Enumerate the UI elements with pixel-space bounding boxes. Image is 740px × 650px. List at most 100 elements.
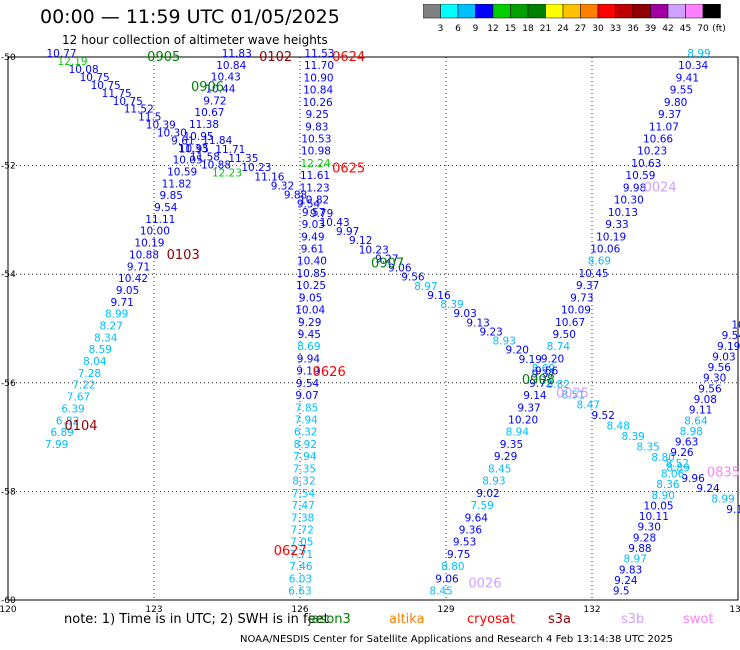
wave-height-value: 10.44 (205, 84, 235, 96)
wave-height-value: 6.63 (288, 586, 311, 598)
pass-time-label: 0025 (556, 387, 589, 402)
wave-height-value: 7.94 (294, 415, 318, 427)
wave-height-value: 9.30 (638, 522, 661, 534)
legend-tick-label: 9 (473, 24, 479, 34)
wave-height-value: 8.92 (294, 439, 317, 451)
wave-height-value: 10.59 (625, 170, 655, 182)
wave-height-value: 9.06 (435, 573, 459, 585)
wave-height-value: 9.24 (614, 575, 638, 587)
wave-height-value: 10.75 (113, 96, 143, 108)
wave-height-value: 8.32 (292, 476, 315, 488)
wave-height-value: 9.64 (465, 512, 489, 524)
wave-height-value: 9.06 (388, 263, 412, 275)
wave-height-value: 11.70 (304, 60, 334, 72)
wave-height-value: 8.97 (624, 554, 647, 566)
wave-height-value: 11.61 (300, 170, 330, 182)
pass-time-label: 0907 (371, 256, 404, 271)
legend-tick-label: 21 (540, 24, 551, 34)
wave-height-value: 7.47 (291, 500, 314, 512)
wave-height-value: 10.40 (297, 256, 327, 268)
y-tick-label: -60 (1, 596, 16, 606)
wave-height-value: 9.54 (296, 378, 320, 390)
wave-height-value: 9.37 (576, 280, 599, 292)
wave-height-value: 8.39 (621, 431, 644, 443)
legend-tick-label: 70 (697, 24, 709, 34)
legend-tick-label: 3 (438, 24, 444, 34)
wave-height-value: 10.05 (173, 155, 203, 167)
wave-height-value: 8.52 (666, 458, 689, 470)
wave-height-value: 7.71 (290, 549, 313, 561)
wave-height-value: 9.56 (698, 383, 722, 395)
satellite-legend-s3a: s3a (548, 612, 572, 627)
wave-height-value: 9.83 (305, 121, 328, 133)
wave-height-value: 8.35 (636, 441, 659, 453)
legend-tick-label: 33 (610, 24, 621, 34)
wave-height-value: 11.83 (222, 48, 252, 60)
wave-height-value: 9.85 (160, 190, 183, 202)
wave-height-value: 9.53 (453, 537, 476, 549)
pass-time-label: 0908 (522, 373, 555, 388)
wave-height-value: 8.93 (482, 476, 505, 488)
wave-height-value: 7.46 (289, 561, 313, 573)
wave-height-value: 9.35 (500, 439, 523, 451)
wave-height-value: 6.03 (289, 573, 312, 585)
wave-height-value: 9.5 (613, 586, 630, 598)
wave-height-value: 9.33 (605, 219, 628, 231)
wave-height-value: 8.69 (297, 341, 320, 353)
wave-height-value: 11.5 (138, 112, 161, 124)
x-tick-label: 120 (0, 605, 17, 615)
wave-height-value: 9.37 (517, 402, 540, 414)
wave-height-value: 9.30 (703, 373, 726, 385)
wave-height-value: 10.95 (184, 131, 214, 143)
wave-height-value: 9.36 (459, 524, 483, 536)
wave-height-value: 9.49 (301, 231, 324, 243)
wave-height-value: 10.04 (295, 305, 325, 317)
wave-height-value: 10.82 (299, 195, 329, 207)
wave-height-value: 9.41 (676, 72, 699, 84)
wave-height-value: 9.50 (553, 329, 576, 341)
wave-height-value: 9.37 (658, 109, 681, 121)
wave-height-value: 11.53 (304, 48, 334, 60)
x-tick-label: 129 (437, 605, 454, 615)
wave-height-value: 10.66 (643, 134, 673, 146)
wave-height-value: 12.19 (58, 56, 88, 68)
wave-height-value: 10.39 (146, 120, 176, 132)
wave-height-value: 9.24 (696, 483, 720, 495)
wave-height-value: 10.30 (157, 128, 187, 140)
wave-height-value: 10.90 (304, 72, 334, 84)
wave-height-value: 8.90 (652, 490, 675, 502)
satellite-legend-altika: altika (389, 612, 425, 627)
legend-tick-label: 45 (680, 24, 691, 34)
wave-height-value: 9.71 (127, 261, 150, 273)
wave-height-value: 6.39 (61, 403, 84, 415)
satellite-legend-s3b: s3b (621, 612, 645, 627)
wave-height-value: 10.77 (47, 48, 77, 60)
wave-height-value: 8.89 (666, 462, 689, 474)
wave-height-value: 7.67 (67, 392, 90, 404)
legend-tick-label: 42 (662, 24, 673, 34)
legend-tick-label: 24 (557, 24, 569, 34)
wave-height-value: 8.59 (89, 344, 112, 356)
wave-height-value: 8.69 (532, 363, 555, 375)
y-tick-label: -50 (1, 53, 16, 63)
pass-time-label: 0026 (468, 577, 501, 592)
wave-height-value: 10.30 (614, 195, 644, 207)
wave-height-value: 10.25 (296, 280, 326, 292)
wave-height-value: 7.22 (72, 380, 95, 392)
color-legend: 3 6 9 12 15 18 21 24 27 30 33 36 39 42 45 70 (ft) (423, 4, 726, 34)
satellite-legend: jason3 altika cryosat s3a s3b swot (0, 612, 740, 630)
wave-height-value: 9.25 (306, 109, 329, 121)
wave-height-value: 9.37 (532, 368, 555, 380)
wave-height-value: 10 (731, 320, 740, 332)
wave-height-value: 10.09 (561, 305, 591, 317)
wave-height-value: 8.04 (83, 356, 107, 368)
wave-height-value: 8.99 (105, 309, 128, 321)
wave-height-value: 9.07 (295, 390, 318, 402)
wave-height-value: 9.55 (670, 85, 693, 97)
wave-height-value: 9.27 (375, 253, 398, 265)
wave-height-value: 10.45 (579, 268, 609, 280)
wave-height-value: 7.54 (292, 488, 316, 500)
wave-height-value: 9.29 (494, 451, 517, 463)
wave-height-value: 10.95 (179, 144, 209, 156)
